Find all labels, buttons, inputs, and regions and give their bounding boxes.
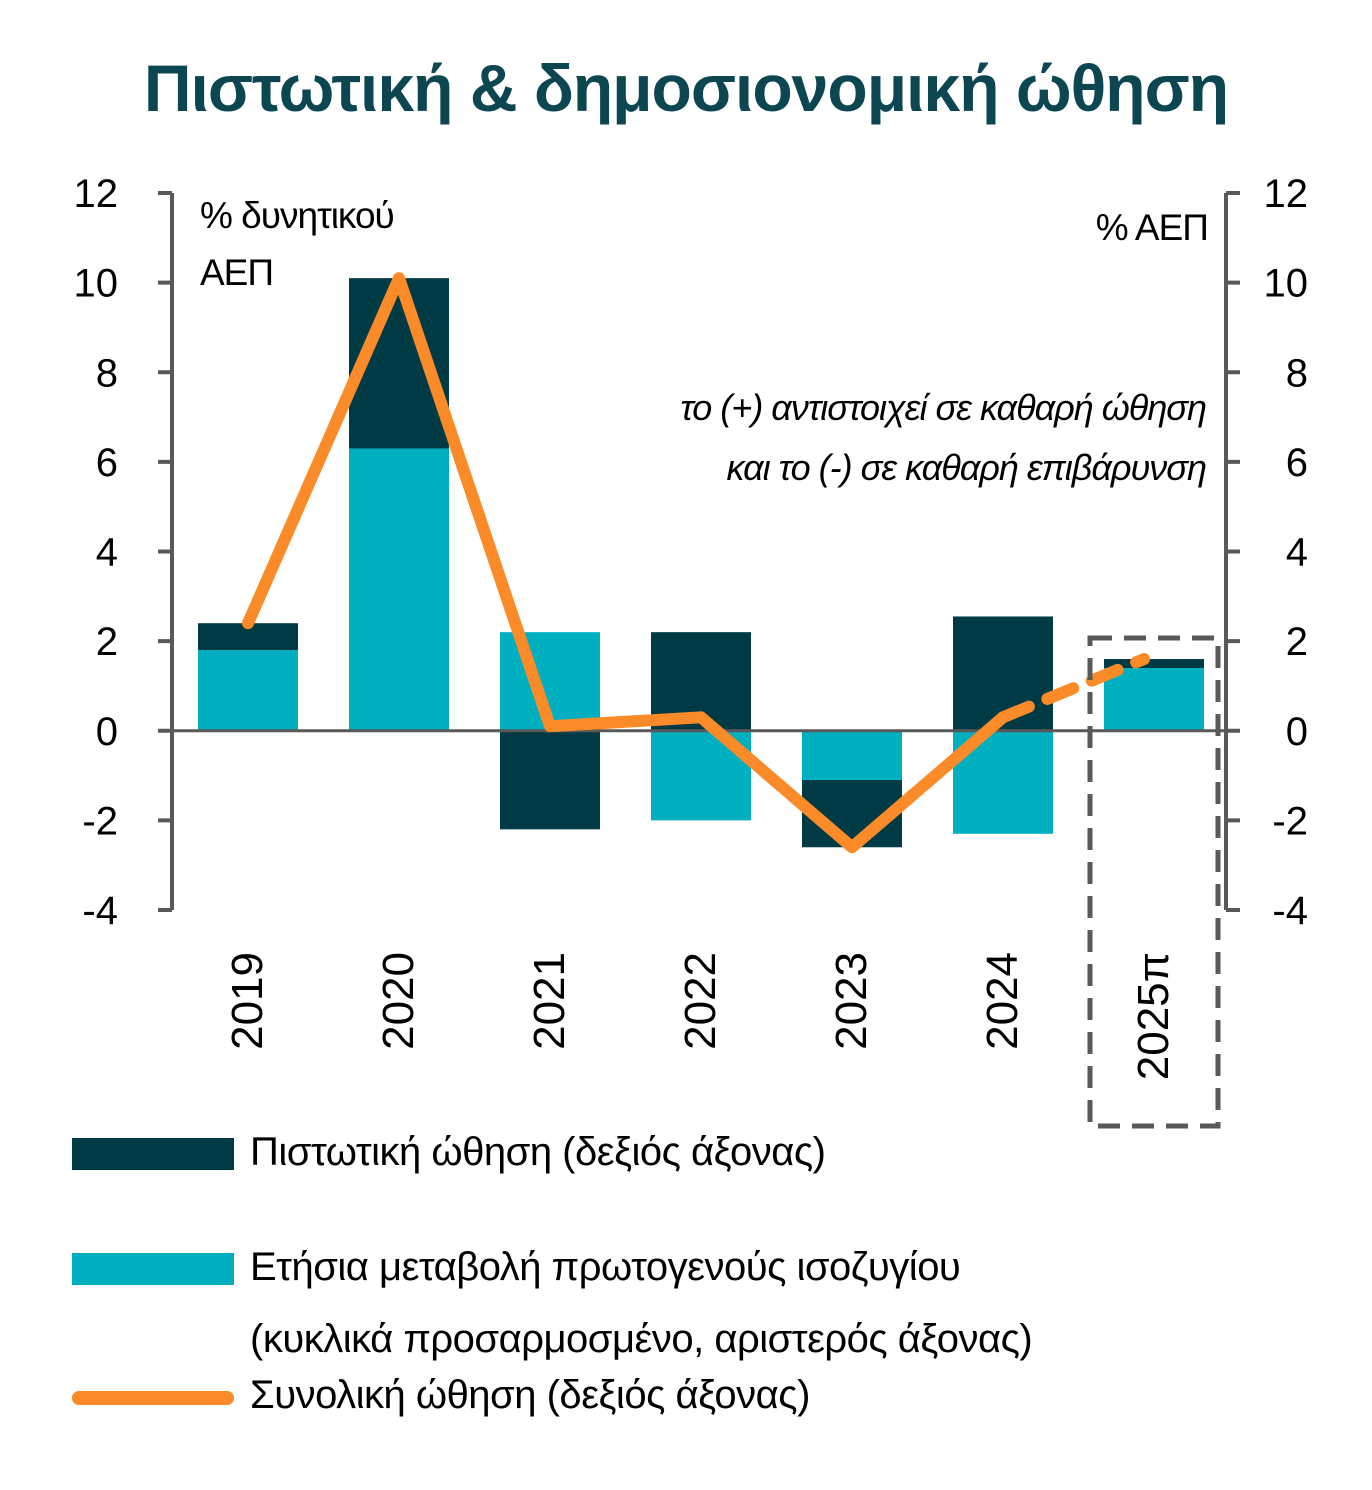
left-axis-tick-label: -2 [82, 799, 118, 843]
right-axis-tick-label: -2 [1272, 799, 1308, 843]
legend-line-total [72, 1391, 234, 1405]
legend-swatch-credit [72, 1138, 234, 1170]
bar-fiscal-2020 [349, 448, 449, 731]
bar-fiscal-2019 [198, 650, 298, 731]
bar-fiscal-2023 [802, 730, 902, 781]
left-axis-tick-label: 10 [74, 262, 119, 306]
bar-credit-2025π [1104, 659, 1204, 669]
bar-credit-2021 [500, 730, 600, 830]
right-axis-tick-label: 12 [1264, 172, 1309, 216]
left-axis-tick-label: 8 [96, 351, 118, 395]
legend-label-fiscal-line1: Ετήσια μεταβολή πρωτογενούς ισοζυγίου [250, 1245, 961, 1289]
left-axis-tick-label: 2 [96, 620, 118, 664]
left-axis-tick-label: 12 [74, 172, 119, 216]
right-axis-tick-label: 4 [1286, 531, 1308, 575]
right-axis-tick-label: -4 [1272, 889, 1308, 933]
legend-label-total: Συνολική ώθηση (δεξιός άξονας) [250, 1373, 810, 1417]
bar-fiscal-2025π [1104, 668, 1204, 731]
right-axis-unit-label: % ΑΕΠ [1096, 207, 1208, 248]
left-axis-tick-label: -4 [82, 889, 118, 933]
forecast-box [1087, 635, 1221, 1129]
right-axis-tick-label: 10 [1264, 262, 1309, 306]
chart-annotation: το (+) αντιστοιχεί σε καθαρή ώθηση [680, 387, 1206, 428]
left-axis-unit-label: ΑΕΠ [200, 252, 273, 293]
total-line-forecast [997, 653, 1150, 724]
chart-title: Πιστωτική & δημοσιονομική ώθηση [143, 51, 1229, 125]
chart-annotation: και το (-) σε καθαρή επιβάρυνση [727, 447, 1206, 488]
right-axis-tick-label: 8 [1286, 351, 1308, 395]
left-axis-tick-label: 0 [96, 710, 118, 754]
category-label: 2021 [525, 952, 574, 1050]
right-axis-tick-label: 6 [1286, 441, 1308, 485]
category-label: 2024 [978, 952, 1027, 1050]
left-axis-tick-label: 4 [96, 531, 118, 575]
category-label: 2020 [374, 952, 423, 1050]
legend-label-fiscal-line2: (κυκλικά προσαρμοσμένο, αριστερός άξονας… [250, 1317, 1033, 1361]
category-label: 2023 [827, 952, 876, 1050]
category-label: 2019 [223, 952, 272, 1050]
total-line [242, 272, 1009, 854]
category-label: 2025π [1129, 952, 1178, 1080]
left-axis-unit-label: % δυνητικού [200, 195, 394, 236]
right-axis-tick-label: 0 [1286, 710, 1308, 754]
category-label: 2022 [676, 952, 725, 1050]
legend-label-credit: Πιστωτική ώθηση (δεξιός άξονας) [250, 1130, 826, 1174]
left-axis-tick-label: 6 [96, 441, 118, 485]
right-axis-tick-label: 2 [1286, 620, 1308, 664]
legend-swatch-fiscal [72, 1253, 234, 1285]
